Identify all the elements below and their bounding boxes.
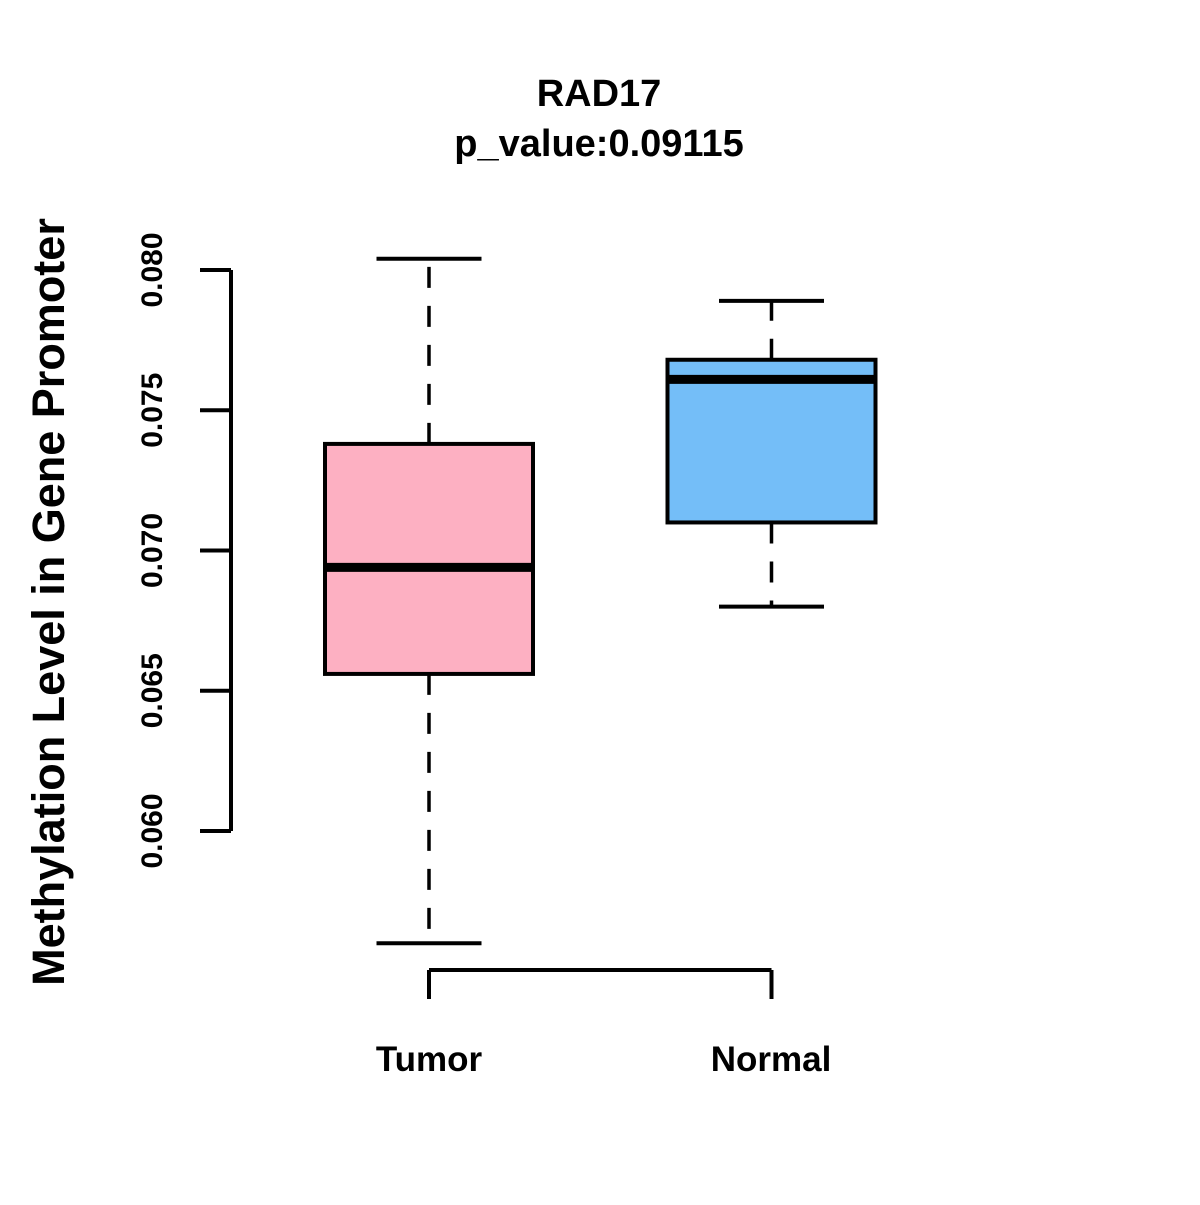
y-tick-label: 0.075 xyxy=(136,373,169,448)
y-tick-label: 0.060 xyxy=(136,793,169,868)
box-normal xyxy=(665,357,878,525)
x-tick-label-tumor: Tumor xyxy=(376,1040,483,1079)
y-tick-label: 0.070 xyxy=(136,513,169,588)
chart-title: RAD17 xyxy=(537,73,662,115)
box-tumor xyxy=(323,441,535,676)
x-tick-label-normal: Normal xyxy=(711,1040,832,1079)
plot-area: 0.060 0.065 0.070 0.075 0.080 xyxy=(136,232,878,999)
y-tick-label: 0.080 xyxy=(136,232,169,307)
y-tick-label: 0.065 xyxy=(136,653,169,728)
chart-subtitle: p_value:0.09115 xyxy=(454,123,743,165)
y-axis-title: Methylation Level in Gene Promoter xyxy=(23,218,74,986)
